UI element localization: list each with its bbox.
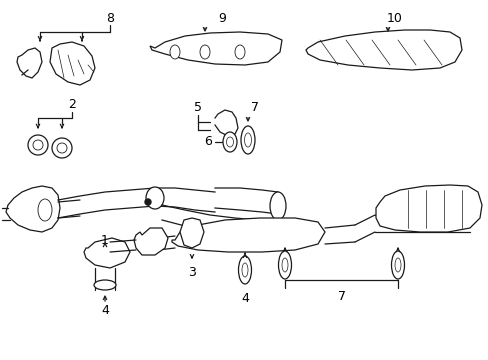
Ellipse shape xyxy=(269,192,285,220)
Text: 3: 3 xyxy=(188,265,196,279)
Polygon shape xyxy=(6,186,60,232)
Circle shape xyxy=(145,199,151,205)
Ellipse shape xyxy=(33,140,43,150)
Text: 10: 10 xyxy=(386,12,402,24)
Text: 5: 5 xyxy=(194,102,202,114)
Ellipse shape xyxy=(94,280,116,290)
Text: 4: 4 xyxy=(101,303,109,316)
Ellipse shape xyxy=(394,258,400,272)
Ellipse shape xyxy=(52,138,72,158)
Polygon shape xyxy=(375,185,481,232)
Ellipse shape xyxy=(238,256,251,284)
Polygon shape xyxy=(50,42,95,85)
Ellipse shape xyxy=(391,251,404,279)
Polygon shape xyxy=(172,218,325,252)
Ellipse shape xyxy=(282,258,287,272)
Ellipse shape xyxy=(278,251,291,279)
Ellipse shape xyxy=(38,199,52,221)
Text: 4: 4 xyxy=(241,292,248,305)
Ellipse shape xyxy=(241,126,254,154)
Text: 9: 9 xyxy=(218,12,225,24)
Polygon shape xyxy=(84,238,130,268)
Ellipse shape xyxy=(170,45,180,59)
Polygon shape xyxy=(180,218,203,248)
Text: 7: 7 xyxy=(250,102,259,114)
Text: 6: 6 xyxy=(203,135,211,148)
Ellipse shape xyxy=(223,132,237,152)
Ellipse shape xyxy=(28,135,48,155)
Ellipse shape xyxy=(244,133,251,147)
Polygon shape xyxy=(305,30,461,70)
Ellipse shape xyxy=(226,137,233,147)
Ellipse shape xyxy=(200,45,209,59)
Text: 1: 1 xyxy=(101,234,109,247)
Text: 7: 7 xyxy=(337,289,346,302)
Ellipse shape xyxy=(57,143,67,153)
Polygon shape xyxy=(150,32,282,65)
Polygon shape xyxy=(17,48,42,78)
Text: 8: 8 xyxy=(106,12,114,24)
Polygon shape xyxy=(134,228,168,255)
Ellipse shape xyxy=(235,45,244,59)
Ellipse shape xyxy=(146,187,163,209)
Ellipse shape xyxy=(242,263,247,277)
Text: 2: 2 xyxy=(68,99,76,112)
